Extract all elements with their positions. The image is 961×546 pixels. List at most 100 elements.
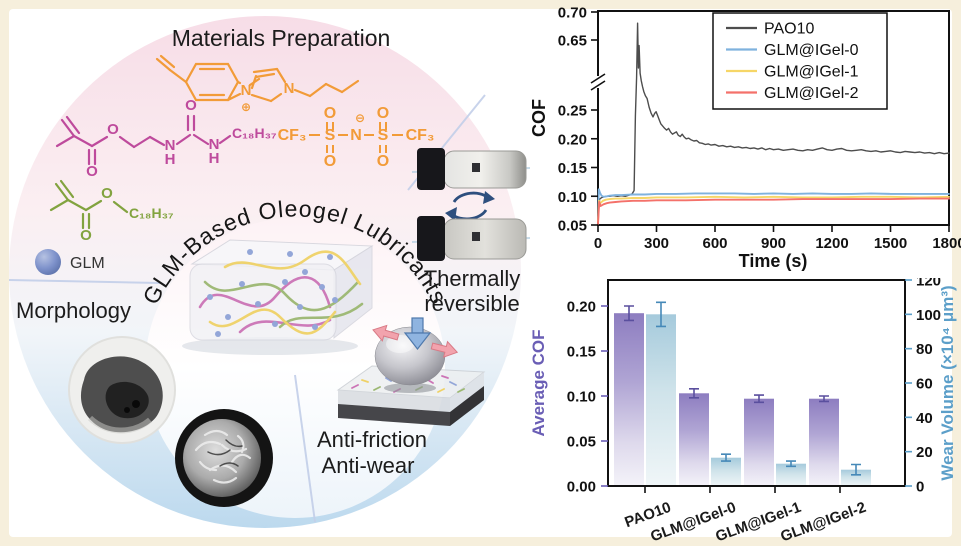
wear-bar	[841, 469, 871, 486]
legend-label: PAO10	[764, 21, 815, 38]
sol-vial	[417, 148, 527, 190]
cof-bar	[809, 398, 839, 486]
right-tick-label: 120	[916, 278, 941, 290]
glm-label: GLM	[70, 255, 105, 272]
y-tick-label: 0.15	[558, 160, 587, 177]
y-axis-break-icon	[590, 73, 606, 91]
oleogel-cube	[182, 239, 374, 355]
left-tick-label: 0.15	[567, 344, 596, 361]
thermally-reversible-label-2: reversible	[424, 291, 519, 316]
glm-legend: GLM	[35, 249, 105, 275]
svg-text:C₁₈H₃₇: C₁₈H₃₇	[129, 205, 174, 221]
right-axis-label: Wear Volume (×10⁴ μm³)	[938, 285, 957, 480]
y-tick-label: 0.65	[558, 33, 587, 50]
svg-text:N: N	[209, 136, 220, 153]
svg-text:N: N	[284, 80, 295, 97]
x-tick-label: 600	[702, 235, 727, 252]
svg-text:O: O	[86, 163, 98, 180]
wear-bar	[646, 314, 676, 486]
left-tick-label: 0.05	[567, 434, 596, 451]
svg-text:⊖: ⊖	[355, 111, 365, 125]
y-tick-label: 0.05	[558, 218, 587, 235]
svg-text:H: H	[165, 151, 176, 168]
svg-text:O: O	[101, 185, 113, 202]
series-GLM@IGel-1	[597, 195, 950, 224]
chart-series	[597, 22, 950, 225]
imidazolium-structure: N N ⊕	[155, 54, 360, 114]
materials-preparation-title: Materials Preparation	[172, 25, 391, 51]
svg-text:O: O	[377, 153, 389, 170]
error-bar	[656, 301, 666, 328]
right-tick-label: 40	[916, 410, 933, 427]
y-tick-label: 0.25	[558, 103, 587, 120]
right-tick-label: 100	[916, 307, 941, 324]
svg-text:CF₃: CF₃	[406, 127, 435, 144]
svg-text:N: N	[241, 82, 252, 99]
x-tick-label: 900	[761, 235, 786, 252]
cof-bar	[679, 393, 709, 486]
svg-text:O: O	[324, 153, 336, 170]
svg-text:O: O	[185, 97, 197, 114]
ball-on-plate-schematic	[336, 317, 486, 426]
cof-wear-bar-chart: 0.000.050.100.150.20020406080100120PAO10…	[530, 278, 957, 545]
friction-arrows-icon	[372, 324, 459, 358]
right-tick-label: 80	[916, 341, 933, 358]
y-axis-label: COF	[530, 99, 549, 137]
wear-bar	[711, 457, 741, 486]
error-bar	[721, 453, 731, 462]
svg-text:O: O	[107, 121, 119, 138]
y-tick-label: 0.20	[558, 131, 587, 148]
anti-friction-label: Anti-friction	[317, 427, 427, 452]
morphology-label: Morphology	[16, 298, 131, 323]
sem-image	[175, 409, 273, 507]
left-tick-label: 0.20	[567, 299, 596, 316]
wear-bar	[776, 463, 806, 486]
series-PAO10	[597, 22, 950, 219]
svg-text:S: S	[325, 127, 336, 144]
error-bar	[624, 305, 634, 322]
load-arrow-icon	[403, 317, 432, 350]
left-axis-label: Average COF	[530, 329, 548, 436]
svg-text:N: N	[165, 137, 176, 154]
x-tick-label: 1800	[932, 235, 961, 252]
svg-text:N: N	[350, 127, 362, 144]
svg-text:O: O	[377, 105, 389, 122]
thermally-reversible-label-1: Thermally	[424, 266, 521, 291]
urea-methacrylate-structure: O O N H O N H C₁₈H₃₇	[55, 97, 277, 180]
chart-axes: 0.05 0.10 0.15 0.20 0.25 0.65 0.70 0 300 600 900 12…	[558, 5, 961, 253]
tfsi-anion-structure: CF₃ S N S CF₃ O O O O ⊖	[278, 105, 435, 170]
cof-bar	[744, 398, 774, 486]
glm-particles	[207, 249, 338, 337]
x-tick-label: 1500	[874, 235, 907, 252]
tem-image	[68, 336, 176, 444]
stearyl-methacrylate-structure: O O C₁₈H₃₇	[49, 179, 174, 244]
cof-bar	[614, 313, 644, 486]
y-tick-label: 0.70	[558, 5, 587, 22]
error-bar	[754, 394, 764, 404]
anti-wear-label: Anti-wear	[322, 453, 415, 478]
error-bar	[786, 460, 796, 468]
right-tick-label: 20	[916, 444, 933, 461]
svg-text:CF₃: CF₃	[278, 127, 307, 144]
svg-text:C₁₈H₃₇: C₁₈H₃₇	[232, 125, 277, 141]
legend-label: GLM@IGel-2	[764, 85, 859, 102]
sol-gel-vials: Thermally reversible	[411, 148, 530, 316]
gel-vial	[417, 216, 527, 261]
series-GLM@IGel-0	[597, 188, 950, 222]
error-bar	[689, 388, 699, 399]
x-axis-label: Time (s)	[739, 251, 808, 271]
oleogel-scheme-diagram: Materials Preparation GLM-Based Oleogel …	[8, 16, 530, 528]
left-tick-label: 0.00	[567, 479, 596, 496]
svg-text:⊕: ⊕	[241, 100, 251, 114]
x-tick-label: 300	[644, 235, 669, 252]
series-GLM@IGel-2	[597, 197, 950, 225]
right-tick-label: 0	[916, 479, 924, 496]
svg-text:H: H	[209, 150, 220, 167]
x-tick-label: 1200	[815, 235, 848, 252]
cof-time-chart: 0.05 0.10 0.15 0.20 0.25 0.65 0.70 0 300 600 900 12…	[530, 5, 961, 272]
legend-label: GLM@IGel-1	[764, 64, 859, 81]
error-bar	[819, 395, 829, 403]
error-bar	[851, 463, 861, 476]
chart-legend: PAO10 GLM@IGel-0 GLM@IGel-1 GLM@IGel-2	[726, 21, 859, 102]
